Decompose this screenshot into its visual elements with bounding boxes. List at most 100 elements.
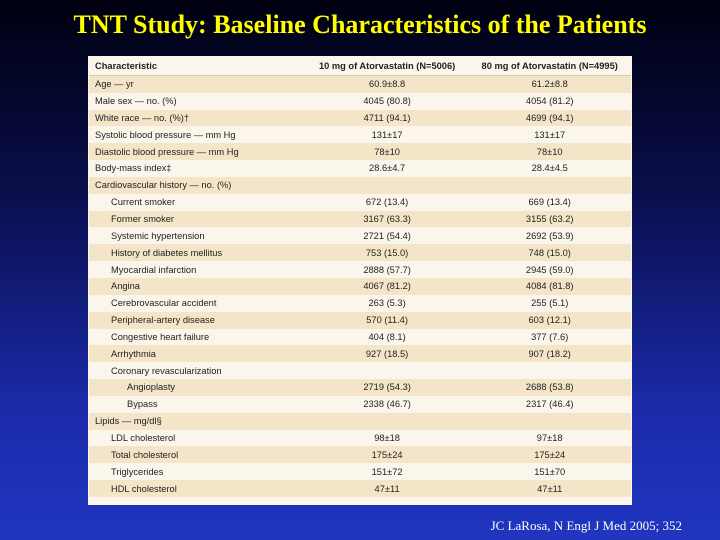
row-label: Male sex — no. (%)	[95, 96, 177, 107]
row-label: Angina	[89, 277, 306, 295]
row-label: Bypass	[127, 399, 158, 410]
value-80mg	[468, 362, 631, 379]
row-label: Age — yr	[89, 75, 306, 93]
table-row: Diastolic blood pressure — mm Hg 78±10 78±…	[89, 143, 631, 161]
value-10mg: 175±24	[305, 446, 469, 464]
row-label: Systemic hypertension	[111, 230, 205, 241]
value-80mg	[468, 176, 631, 194]
table-section-row: Lipids — mg/dl§	[89, 412, 631, 430]
row-label: Cerebrovascular accident	[111, 298, 217, 309]
row-label: HDL cholesterol	[89, 480, 306, 497]
value-80mg: 78±10	[468, 143, 631, 161]
value-10mg: 2338 (46.7)	[363, 399, 411, 410]
value-10mg	[306, 362, 469, 379]
row-label: Triglycerides	[111, 466, 164, 477]
table-row: History of diabetes mellitus 753 (15.0) 74…	[89, 244, 631, 262]
table-row: Congestive heart failure 404 (8.1) 377 (7.…	[89, 329, 631, 346]
value-80mg: 131±17	[534, 129, 566, 140]
row-label: Congestive heart failure	[111, 331, 210, 342]
value-10mg: 60.9±8.8	[305, 75, 469, 93]
value-80mg: 151±70	[534, 466, 566, 477]
value-80mg: 2688 (53.8)	[468, 379, 631, 396]
row-label: Current smoker	[111, 197, 176, 208]
row-label: Former smoker	[89, 210, 306, 228]
value-80mg: 669 (13.4)	[528, 197, 571, 208]
table-section-row: Cardiovascular history — no. (%)	[89, 176, 631, 194]
table-header-row: Characteristic 10 mg of Atorvastatin (N=…	[89, 58, 631, 76]
header-10mg: 10 mg of Atorvastatin (N=5006)	[305, 58, 469, 76]
value-10mg: 131±17	[371, 129, 403, 140]
table-row: Systemic hypertension 2721 (54.4) 2692 (53…	[89, 227, 631, 244]
row-label: Angioplasty	[89, 379, 306, 396]
value-10mg: 263 (5.3)	[368, 298, 406, 309]
header-characteristic: Characteristic	[89, 58, 306, 76]
table-row: Body-mass index‡ 28.6±4.7 28.4±4.5	[89, 160, 631, 177]
row-label: Total cholesterol	[89, 446, 306, 464]
table-row: Systolic blood pressure — mm Hg 131±17 131…	[89, 126, 631, 143]
value-10mg: 4067 (81.2)	[305, 277, 469, 295]
table-row: Total cholesterol 175±24 175±24	[89, 446, 631, 464]
value-10mg: 28.6±4.7	[369, 163, 406, 174]
value-10mg: 2721 (54.4)	[363, 230, 411, 241]
value-80mg: 4054 (81.2)	[525, 96, 574, 107]
row-label: Peripheral-artery disease	[89, 311, 306, 329]
value-10mg: 753 (15.0)	[305, 244, 469, 262]
header-80mg: 80 mg of Atorvastatin (N=4995)	[468, 58, 631, 76]
table-subsection-row: Coronary revascularization	[89, 362, 631, 379]
value-10mg: 2888 (57.7)	[363, 264, 411, 275]
row-label: Systolic blood pressure — mm Hg	[95, 129, 236, 140]
value-80mg: 2317 (46.4)	[525, 399, 574, 410]
value-80mg: 4699 (94.1)	[468, 109, 631, 127]
table-row: LDL cholesterol 98±18 97±18	[89, 430, 631, 447]
value-10mg: 570 (11.4)	[305, 311, 469, 329]
table-row: HDL cholesterol 47±11 47±11	[89, 480, 631, 497]
value-10mg	[305, 176, 469, 194]
section-label: Lipids — mg/dl§	[89, 412, 306, 430]
value-10mg	[305, 412, 469, 430]
value-10mg: 78±10	[305, 143, 469, 161]
value-80mg: 97±18	[536, 432, 563, 443]
section-label: Cardiovascular history — no. (%)	[89, 176, 306, 194]
value-10mg: 98±18	[374, 432, 400, 443]
table-row: Peripheral-artery disease 570 (11.4) 603 (…	[89, 311, 631, 329]
row-label: Myocardial infarction	[111, 264, 197, 275]
value-80mg: 377 (7.6)	[531, 331, 569, 342]
value-10mg: 3167 (63.3)	[305, 210, 469, 228]
value-80mg: 175±24	[468, 446, 631, 464]
value-80mg: 4084 (81.8)	[468, 277, 631, 295]
citation: JC LaRosa, N Engl J Med 2005; 352	[490, 518, 682, 533]
table-row: Bypass 2338 (46.7) 2317 (46.4)	[89, 396, 631, 413]
row-label: White race — no. (%)†	[89, 109, 306, 127]
value-80mg: 47±11	[468, 480, 631, 497]
value-80mg: 61.2±8.8	[468, 75, 631, 93]
table-row: Angioplasty 2719 (54.3) 2688 (53.8)	[89, 379, 631, 396]
value-80mg: 255 (5.1)	[531, 298, 569, 309]
table-row: Cerebrovascular accident 263 (5.3) 255 (5.…	[89, 295, 631, 312]
value-10mg: 4711 (94.1)	[305, 109, 469, 127]
value-80mg: 3155 (63.2)	[468, 210, 631, 228]
value-10mg: 404 (8.1)	[368, 331, 406, 342]
value-80mg: 748 (15.0)	[468, 244, 631, 262]
row-label: Diastolic blood pressure — mm Hg	[89, 143, 306, 161]
value-10mg: 927 (18.5)	[305, 345, 469, 363]
value-80mg: 603 (12.1)	[468, 311, 631, 329]
value-10mg: 4045 (80.8)	[363, 96, 411, 107]
table-row: Former smoker 3167 (63.3) 3155 (63.2)	[89, 210, 631, 228]
row-label: History of diabetes mellitus	[89, 244, 306, 262]
value-80mg: 2945 (59.0)	[525, 264, 574, 275]
subsection-label: Coronary revascularization	[111, 365, 222, 376]
value-80mg: 28.4±4.5	[531, 163, 568, 174]
value-10mg: 672 (13.4)	[365, 197, 409, 208]
table-row: Male sex — no. (%) 4045 (80.8) 4054 (81.2)	[89, 93, 631, 110]
value-80mg	[468, 412, 631, 430]
table-row: Triglycerides 151±72 151±70	[89, 463, 631, 480]
value-10mg: 47±11	[305, 480, 469, 497]
row-label: LDL cholesterol	[111, 432, 176, 443]
value-10mg: 2719 (54.3)	[305, 379, 469, 396]
value-80mg: 907 (18.2)	[468, 345, 631, 363]
table-row: Age — yr 60.9±8.8 61.2±8.8	[89, 75, 631, 93]
value-10mg: 151±72	[371, 466, 403, 477]
slide-title: TNT Study: Baseline Characteristics of t…	[73, 10, 647, 39]
baseline-table-container: Characteristic 10 mg of Atorvastatin (N=…	[88, 56, 632, 505]
table-row: Arrhythmia 927 (18.5) 907 (18.2)	[89, 345, 631, 363]
